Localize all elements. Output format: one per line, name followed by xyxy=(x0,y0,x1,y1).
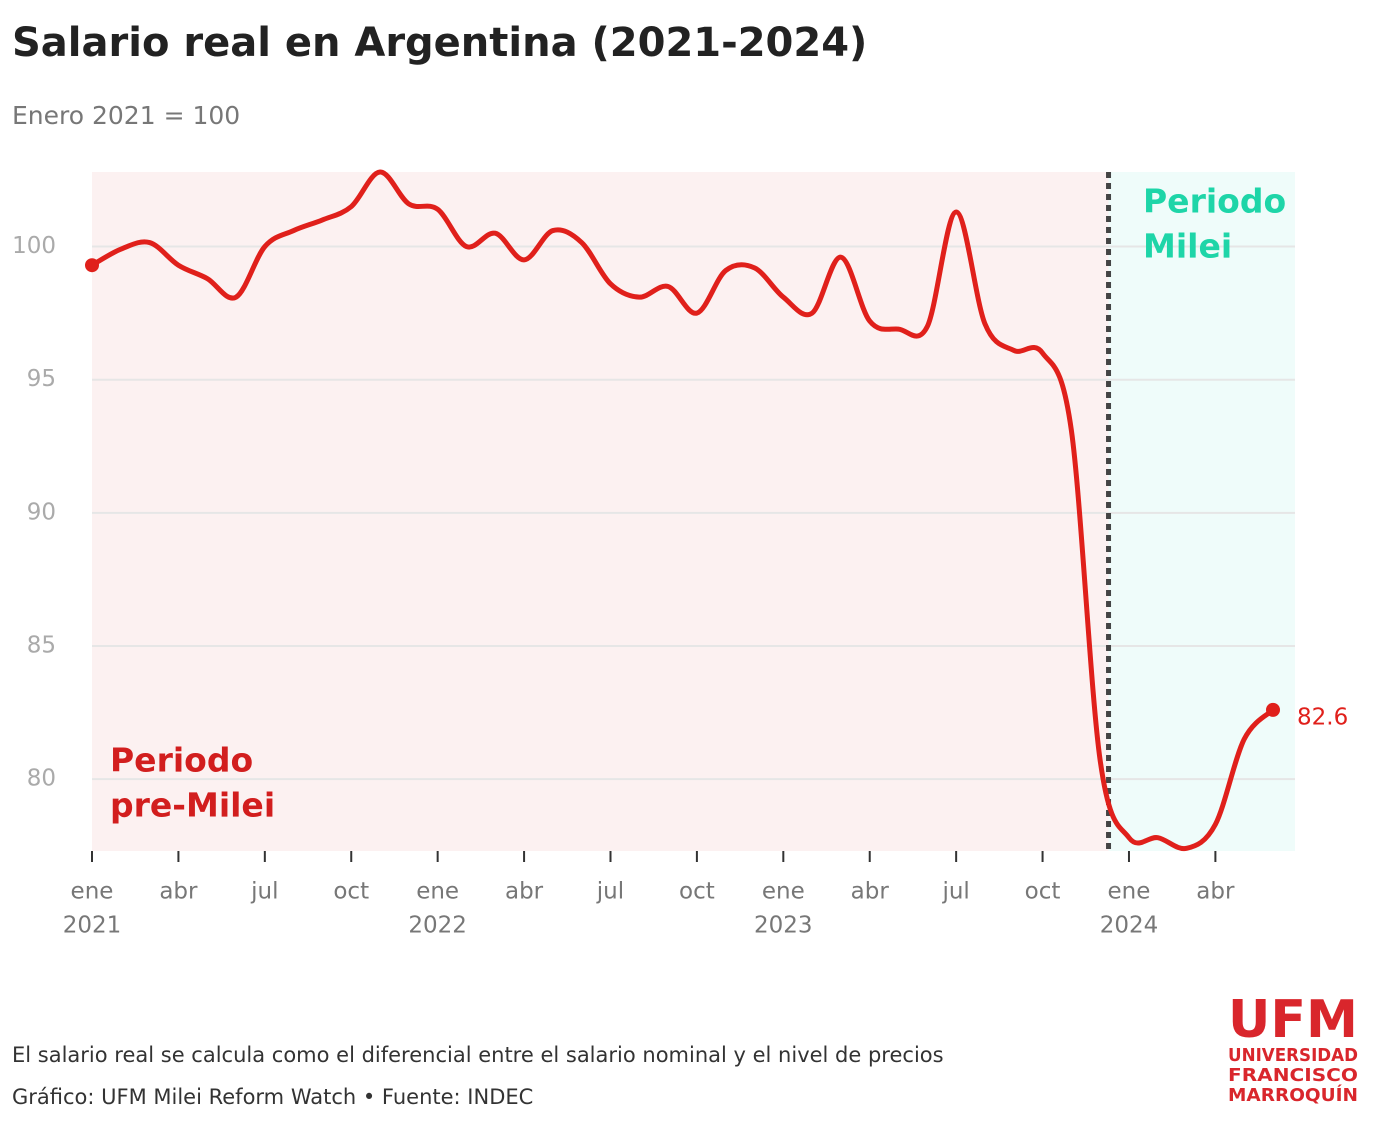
x-tick-label: ene xyxy=(71,879,114,905)
annotation: Periodo xyxy=(110,741,253,780)
x-tick-label: oct xyxy=(333,879,369,905)
end-dot xyxy=(1266,702,1280,717)
y-tick-label: 85 xyxy=(27,632,56,658)
x-tick-label: abr xyxy=(505,879,544,905)
x-tick-label: abr xyxy=(159,879,198,905)
y-tick-label: 100 xyxy=(12,233,56,259)
x-tick-label: jul xyxy=(941,879,969,905)
x-tick-label: ene xyxy=(1108,879,1151,905)
logo-name: UFM xyxy=(1228,990,1358,1050)
milei-region xyxy=(1108,172,1295,851)
source: Gráfico: UFM Milei Reform Watch • Fuente… xyxy=(12,1085,533,1109)
logo-line: MARROQUÍN xyxy=(1228,1084,1358,1106)
x-tick-label: ene xyxy=(762,879,805,905)
x-tick-year: 2022 xyxy=(408,913,467,939)
x-tick-year: 2021 xyxy=(63,913,122,939)
note: El salario real se calcula como el difer… xyxy=(12,1043,944,1067)
logo-line: UNIVERSIDAD xyxy=(1228,1045,1358,1066)
y-tick-label: 95 xyxy=(27,366,56,392)
chart-title: Salario real en Argentina (2021-2024) xyxy=(12,20,867,66)
y-tick-label: 80 xyxy=(27,766,56,792)
x-tick-label: jul xyxy=(250,879,278,905)
y-tick-label: 90 xyxy=(27,499,56,525)
x-tick-year: 2023 xyxy=(754,913,813,939)
x-tick-label: ene xyxy=(416,879,459,905)
annotation: Milei xyxy=(1143,227,1232,266)
chart-subtitle: Enero 2021 = 100 xyxy=(12,101,240,130)
end-label: 82.6 xyxy=(1297,704,1348,730)
x-tick-label: abr xyxy=(851,879,890,905)
logo-line: FRANCISCO xyxy=(1228,1065,1358,1086)
x-tick-year: 2024 xyxy=(1100,913,1159,939)
annotation: Periodo xyxy=(1143,182,1286,221)
x-tick-label: jul xyxy=(596,879,624,905)
x-tick-label: abr xyxy=(1196,879,1235,905)
x-tick-label: oct xyxy=(679,879,715,905)
x-tick-label: oct xyxy=(1025,879,1061,905)
annotation: pre-Milei xyxy=(110,786,275,825)
start-dot xyxy=(85,258,99,273)
line xyxy=(90,169,1275,852)
